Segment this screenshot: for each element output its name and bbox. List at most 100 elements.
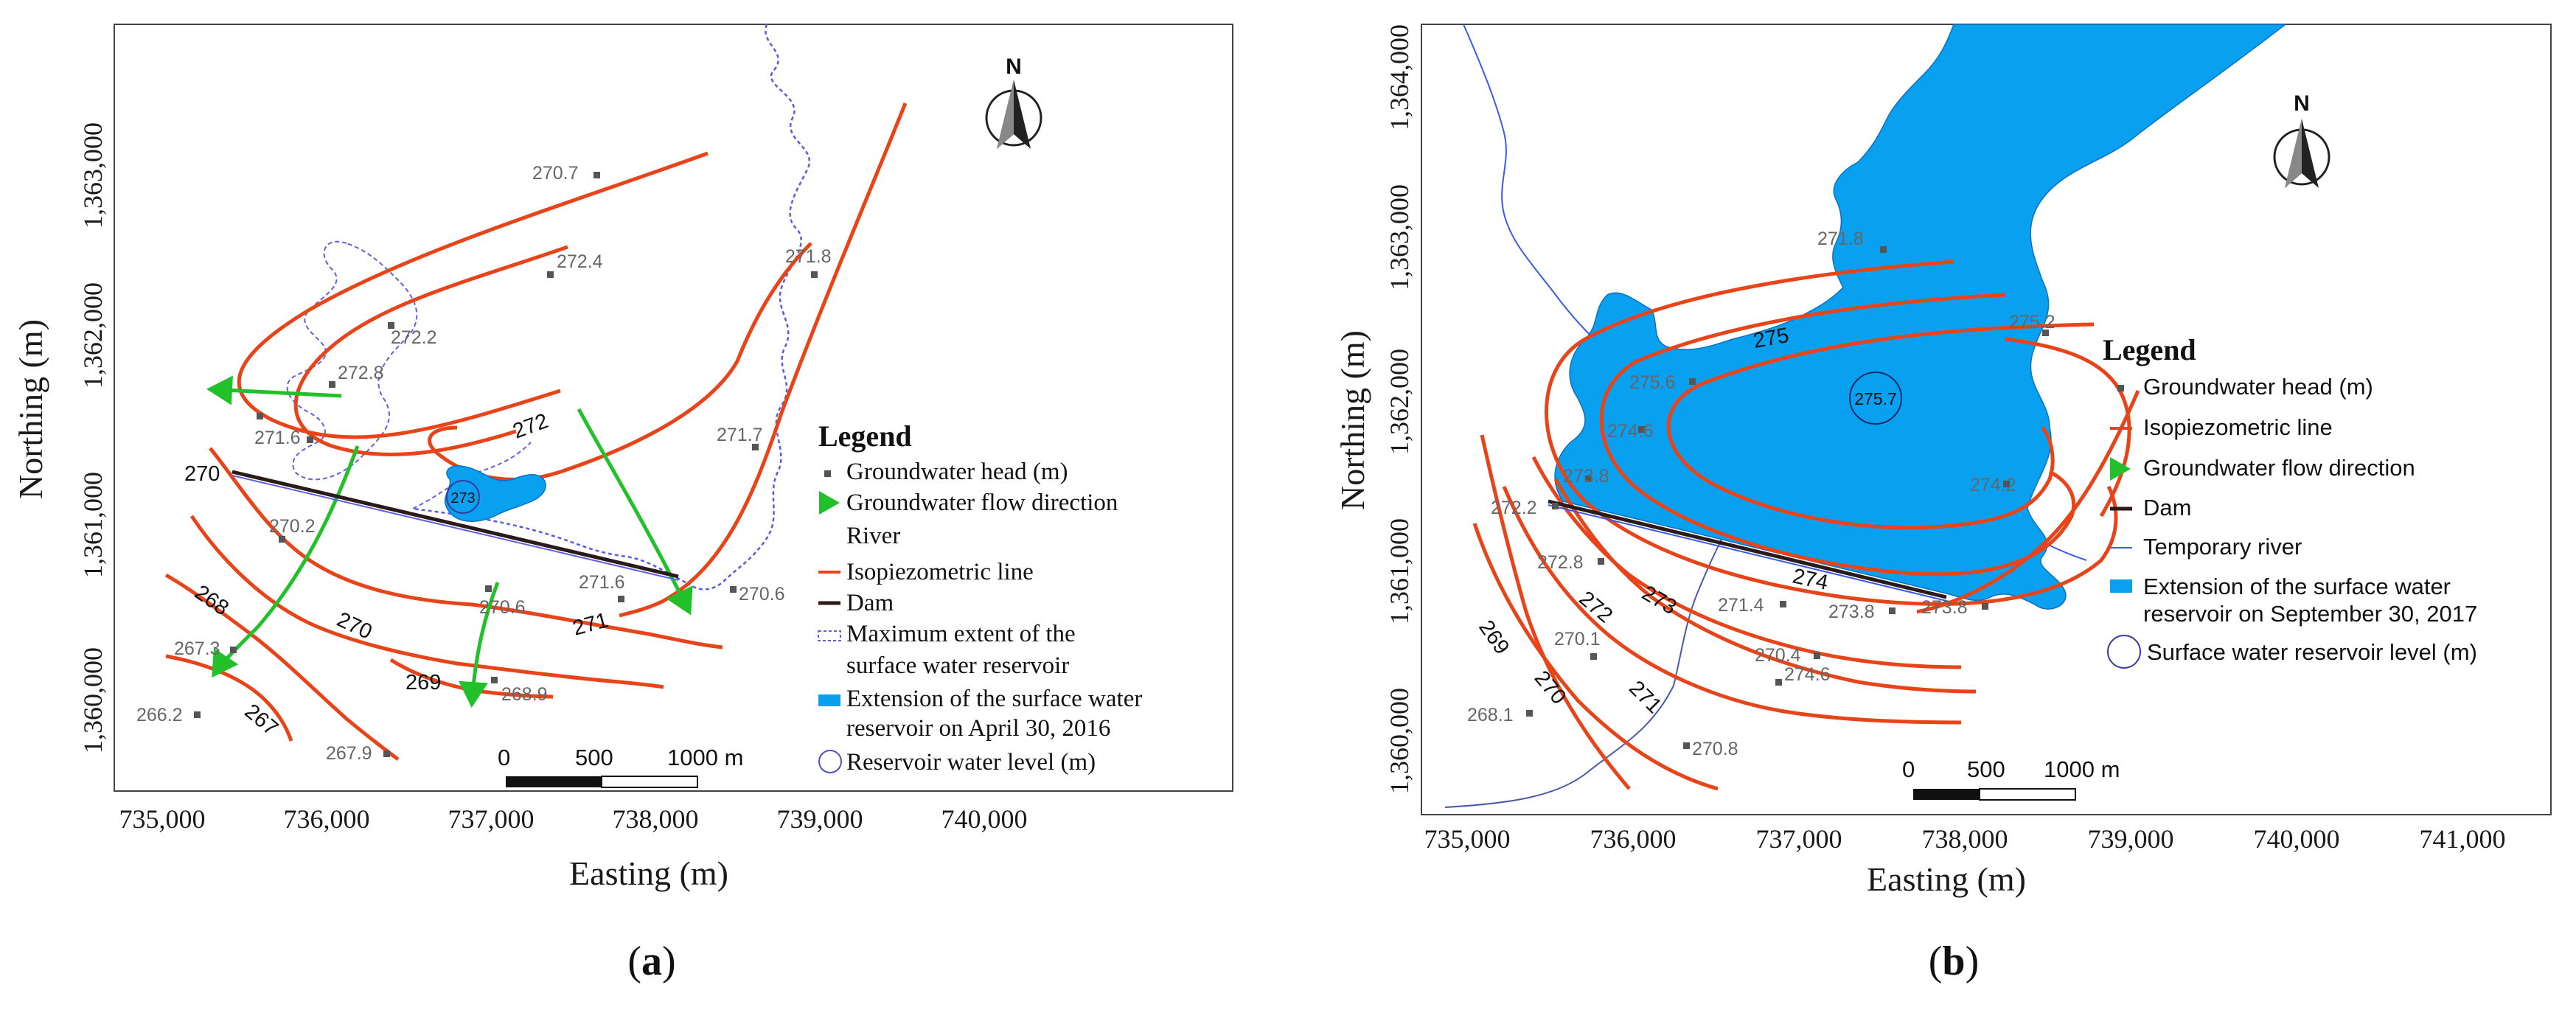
gw-point [491,677,498,683]
isoline-b-273-loop [1545,260,2118,606]
panel-b-north-arrow: N [2273,91,2330,188]
gw-point [1526,710,1533,717]
gw-point [547,271,554,278]
panel-b-north-label: N [2294,91,2310,116]
flow-arrow-a-1 [206,375,342,405]
x-tick: 741,000 [2420,824,2506,854]
gw-label: 272.8 [338,363,384,383]
legend-a-item: Groundwater flow direction [846,490,1118,516]
isoline-b-east [1916,390,2140,614]
panel-b-reservoir-label: 275.7 [1854,389,1897,408]
panel-b-label-open: ( [1929,938,1943,984]
scale-b-end: 1000 m [2044,756,2120,782]
legend-a-item: Isopiezometric line [846,559,1034,585]
y-tick: 1,362,000 [1385,349,1414,455]
panel-b-points [1526,246,2049,749]
panel-b-dam [1548,499,1947,599]
gw-point [279,536,285,543]
panel-b-dam-edge [1548,504,1947,602]
gw-label: 272.2 [391,327,437,348]
panel-a-points [194,172,818,757]
gw-point [618,596,624,602]
panel-a-north-arrow: N [985,55,1042,149]
panel-a-label: (a) [627,938,675,984]
gw-point [1638,426,1645,433]
gw-point [593,172,600,178]
isoline-a-west-upper [209,447,723,649]
isoline-a-272 [428,242,812,481]
isoline-b-272 [1531,456,1962,669]
panel-b-scale-bar: 0 500 1000 m [1902,756,2120,801]
y-tick: 1,364,000 [1385,24,1414,130]
gw-point [1814,652,1820,659]
x-tick: 740,000 [941,804,1028,834]
isoline-b-272-inner [1553,478,1977,694]
scale-a-mid: 500 [575,745,613,770]
legend-b-item: reservoir on September 30, 2017 [2143,601,2477,627]
x-tick: 739,000 [777,804,863,834]
panel-a-x-ticks: 735,000 736,000 737,000 738,000 739,000 … [119,804,1028,834]
gw-point [257,413,263,419]
x-tick: 738,000 [1922,824,2008,854]
legend-a-item: Groundwater head (m) [846,459,1068,485]
legend-b-item: Groundwater flow direction [2143,455,2415,481]
gw-label: 271.8 [1817,229,1864,249]
gw-point [2042,330,2049,336]
panel-a-y-ticks: 1,363,000 1,362,000 1,361,000 1,360,000 [78,122,108,753]
panel-a-reservoir-label: 273 [450,490,475,506]
panel-a-label-close: ) [662,938,676,984]
x-tick: 737,000 [448,804,535,834]
panel-a-reservoir [445,465,546,522]
legend-a-item: Maximum extent of the [846,621,1076,647]
legend-a-fill-symbol [818,694,840,706]
panel-b-reservoir [1554,24,2287,610]
panel-a-dam-edge [232,475,679,581]
panel-a: 273 270.7 2 [12,24,1233,984]
gw-point [1689,378,1696,385]
gw-label: 271.8 [785,246,832,267]
panel-b-x-ticks: 735,000 736,000 737,000 738,000 739,000 … [1424,824,2506,854]
isoline-a-outer-loop [237,151,709,439]
legend-b-item: Surface water reservoir level (m) [2147,639,2477,665]
y-tick: 1,360,000 [78,647,108,753]
panel-a-point-labels: 270.7 272.4 271.8 272.2 272.8 271.6 271.… [136,163,832,764]
x-tick: 739,000 [2088,824,2174,854]
gw-point [307,436,313,443]
isoline-b-271 [1502,486,1962,725]
x-tick: 738,000 [613,804,699,834]
legend-b-item: Isopiezometric line [2143,414,2333,440]
scale-b-zero: 0 [1902,756,1915,782]
panel-b-label: (b) [1929,938,1979,984]
panel-a-x-axis-title: Easting (m) [569,854,728,892]
legend-a-title: Legend [818,419,912,453]
scale-a-zero: 0 [498,745,510,770]
x-tick: 735,000 [119,804,206,834]
gw-label: 271.7 [717,425,763,445]
panel-a-north-label: N [1006,55,1022,79]
gw-label: 270.7 [532,163,579,184]
isoline-a-267 [165,654,293,742]
y-tick: 1,361,000 [78,472,108,578]
legend-b-circle-symbol [2107,635,2141,669]
panel-b-x-axis-title: Easting (m) [1867,860,2026,898]
gw-point [1590,653,1597,660]
panel-b-legend: Legend Groundwater head (m) Isopiezometr… [2103,333,2477,669]
legend-a-item: surface water reservoir [846,652,1069,679]
legend-b-fill-symbol [2110,579,2132,593]
x-tick: 737,000 [1756,824,1842,854]
y-tick: 1,362,000 [78,282,108,389]
gw-label: 271.6 [579,572,625,593]
legend-a-item: River [846,523,900,549]
gw-label: 274.2 [1970,475,2016,495]
gw-point [730,586,737,593]
panel-a-y-axis-title: Northing (m) [12,319,49,499]
gw-point [752,444,759,450]
gw-point [1683,742,1690,749]
gw-point [1598,558,1604,565]
isoline-b-274-loop [1599,293,2076,577]
gw-point [388,322,394,329]
flow-arrow-a-4 [459,582,500,708]
gw-point [1552,503,1559,509]
isoline-a-mid-loop [293,245,568,456]
